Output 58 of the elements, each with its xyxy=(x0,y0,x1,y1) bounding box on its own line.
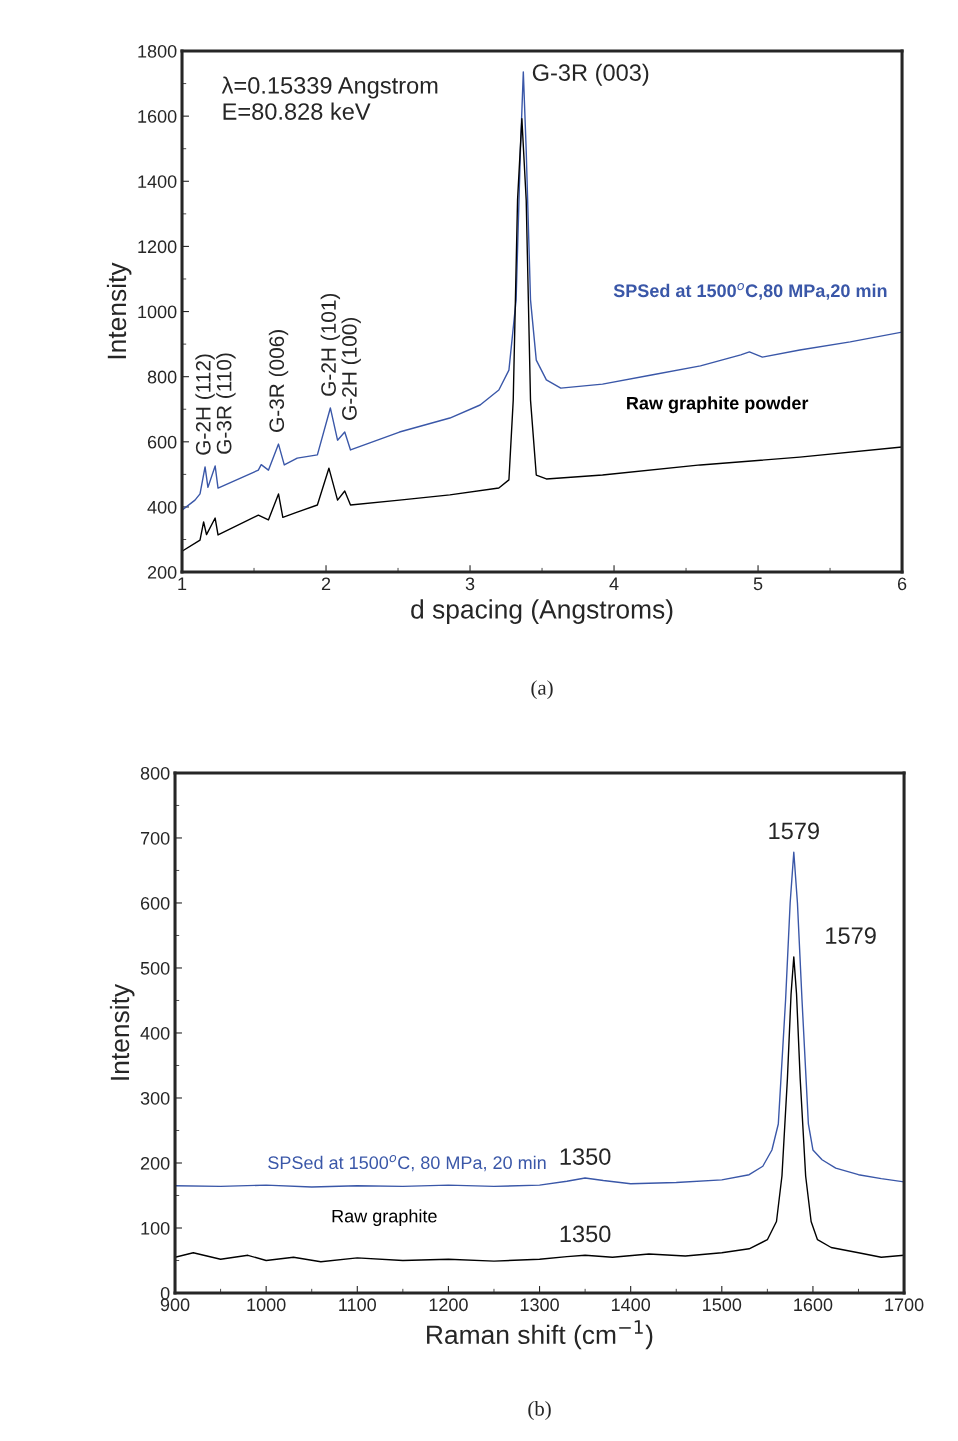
annotation: E=80.828 keV xyxy=(223,102,371,120)
annotation: G-3R (110) xyxy=(216,353,236,454)
x-tick-label: 1600 xyxy=(794,1298,833,1312)
annotation: G-2H (100) xyxy=(341,318,361,420)
series-label: SPSed at 1500$^{o}$C,80 MPa,20 min xyxy=(613,282,887,300)
y-tick-label: 800 xyxy=(140,766,170,780)
x-axis-title: Raman shift (cm$^{−1}$) xyxy=(427,1320,653,1350)
y-tick-label: 1800 xyxy=(138,44,177,58)
x-tick-label: 1500 xyxy=(703,1298,742,1312)
x-tick-label: 1000 xyxy=(247,1298,286,1312)
x-tick-label: 5 xyxy=(753,577,763,591)
y-tick-label: 300 xyxy=(140,1091,170,1105)
y-tick-label: 1400 xyxy=(138,175,177,188)
line-series xyxy=(182,118,903,552)
x-tick-label: 1200 xyxy=(429,1298,468,1312)
x-axis-title: d spacing (Angstroms) xyxy=(411,599,673,624)
line-series xyxy=(175,956,905,1263)
y-tick-label: 800 xyxy=(147,370,177,384)
text: Raw graphite powder xyxy=(627,396,809,414)
y-tick-label: 700 xyxy=(140,831,170,845)
y-tick-label: 400 xyxy=(140,1026,170,1040)
x-tick-label: 4 xyxy=(609,577,619,591)
x-tick-label: 1 xyxy=(178,577,187,591)
annotation: G-2H (101) xyxy=(320,293,341,396)
y-tick-label: 600 xyxy=(140,896,170,910)
y-tick-label: 200 xyxy=(140,1156,170,1170)
text: (a) xyxy=(531,680,553,700)
text: (b) xyxy=(528,1401,551,1420)
y-tick-label: 400 xyxy=(147,500,177,514)
x-tick-label: 1100 xyxy=(339,1298,376,1312)
annotation: 1579 xyxy=(769,822,819,840)
series-label: Raw graphite xyxy=(332,1209,437,1227)
annotation: 1579 xyxy=(826,927,876,944)
annotation: λ=0.15339 Angstrom xyxy=(221,76,438,99)
y-tick-label: 0 xyxy=(160,1286,170,1300)
x-tick-label: 900 xyxy=(160,1298,190,1312)
annotation: G-2H (112) xyxy=(195,354,215,455)
x-tick-label: 1400 xyxy=(611,1298,651,1312)
y-tick-label: 1200 xyxy=(138,240,177,254)
line-series xyxy=(175,851,905,1188)
annotation: 1350 xyxy=(560,1225,611,1243)
y-tick-label: 600 xyxy=(147,435,177,449)
x-tick-label: 2 xyxy=(321,577,331,591)
annotation: G-3R (006) xyxy=(268,330,289,432)
annotation: G-3R (003) xyxy=(532,63,649,86)
x-tick-label: 6 xyxy=(897,577,907,591)
x-tick-label: 1700 xyxy=(885,1298,924,1312)
y-tick-label: 200 xyxy=(147,566,177,579)
y-axis-title: Intensity xyxy=(106,262,132,359)
y-axis-title: Intensity xyxy=(109,983,135,1080)
y-tick-label: 1600 xyxy=(138,110,177,123)
annotation: 1350 xyxy=(560,1148,611,1165)
x-tick-label: 3 xyxy=(465,577,475,591)
x-tick-label: 1300 xyxy=(520,1298,559,1312)
y-tick-label: 1000 xyxy=(138,305,177,319)
y-tick-label: 100 xyxy=(141,1221,170,1235)
y-tick-label: 500 xyxy=(140,961,170,975)
series-label: SPSed at 1500$^{o}$C, 80 MPa, 20 min xyxy=(268,1154,546,1172)
